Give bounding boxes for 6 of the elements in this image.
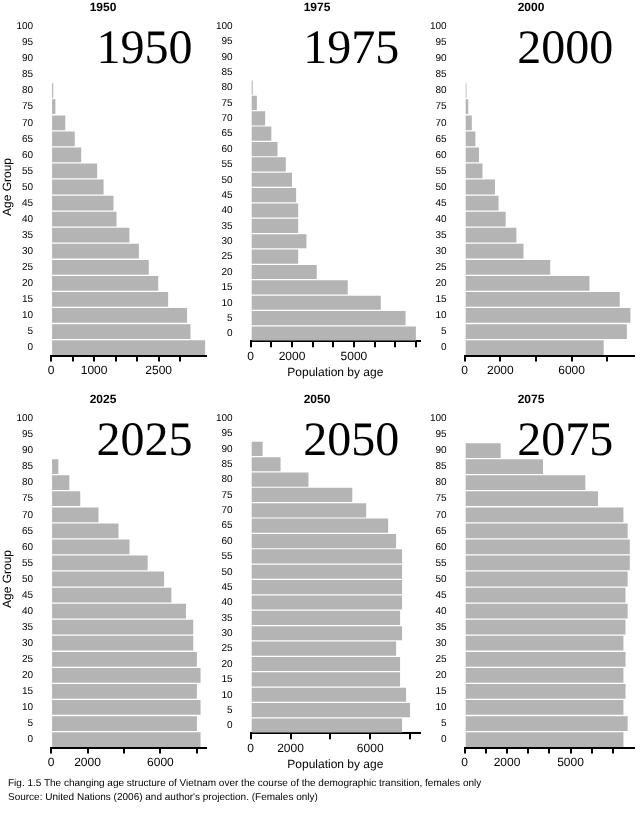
chart-title: 2000 — [517, 22, 614, 75]
chart-title: 2050 — [303, 414, 400, 467]
chart-title: 1950 — [96, 22, 193, 75]
chart-title: 2075 — [517, 414, 614, 467]
chart-title: 2025 — [96, 414, 193, 467]
chart-title: 1975 — [303, 22, 400, 75]
